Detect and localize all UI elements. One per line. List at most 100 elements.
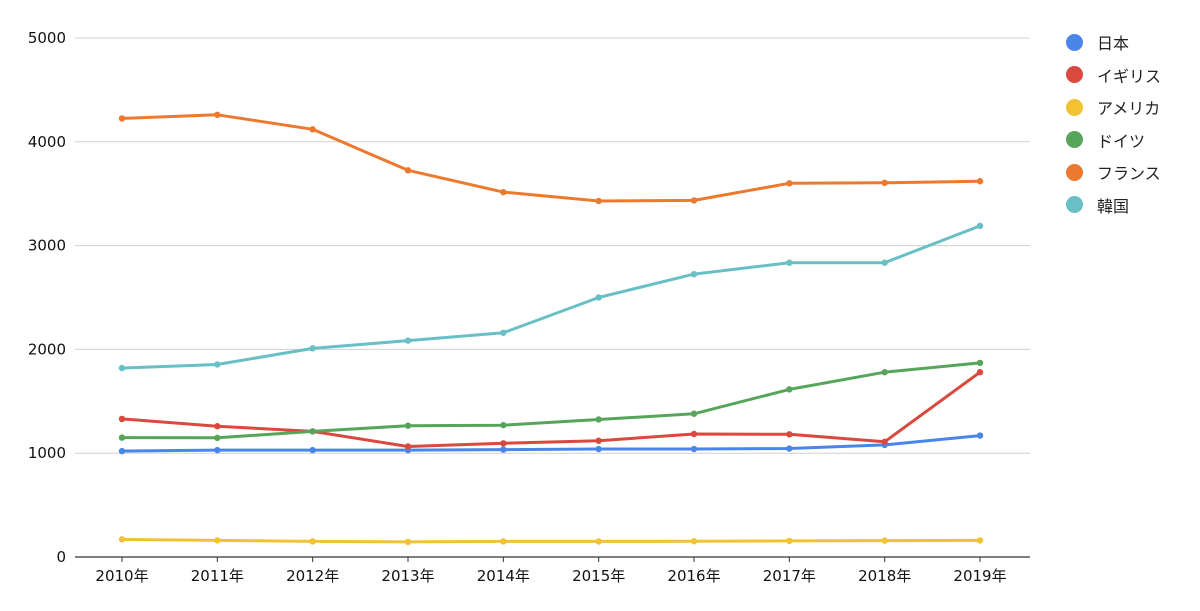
data-point xyxy=(881,438,888,445)
data-point xyxy=(404,337,412,344)
data-point xyxy=(690,538,698,545)
data-point xyxy=(309,446,316,454)
data-point xyxy=(786,431,793,438)
legend-item[interactable]: フランス xyxy=(1066,156,1161,189)
x-tick-label: 2015年 xyxy=(572,567,625,585)
data-point xyxy=(881,259,888,266)
legend-item[interactable]: 韓国 xyxy=(1066,189,1161,222)
y-tick-label: 4000 xyxy=(28,133,66,151)
data-point xyxy=(976,222,984,230)
x-tick-label: 2018年 xyxy=(858,567,911,585)
data-point xyxy=(881,537,888,544)
data-point xyxy=(214,111,221,119)
legend-swatch-icon xyxy=(1066,98,1083,116)
data-point xyxy=(500,188,507,196)
data-point xyxy=(309,345,316,352)
x-tick-label: 2017年 xyxy=(763,567,816,585)
data-point xyxy=(500,440,507,447)
data-point xyxy=(118,447,126,455)
series-group xyxy=(118,536,984,546)
legend-label: アメリカ xyxy=(1097,99,1161,119)
y-tick-label: 5000 xyxy=(28,29,66,47)
data-point xyxy=(595,294,602,301)
series-layer xyxy=(118,111,984,546)
data-point xyxy=(690,445,698,453)
data-point xyxy=(595,197,602,205)
legend-swatch-icon xyxy=(1066,66,1083,84)
data-point xyxy=(786,180,793,187)
x-tick-label: 2016年 xyxy=(667,567,720,585)
data-point xyxy=(404,167,412,174)
data-point xyxy=(595,445,602,453)
series-group xyxy=(118,111,984,205)
data-point xyxy=(786,537,793,545)
data-point xyxy=(214,423,221,430)
legend-label: イギリス xyxy=(1097,66,1162,86)
chart-legend: 日本イギリスアメリカドイツフランス韓国 xyxy=(1066,26,1161,221)
legend-label: 日本 xyxy=(1097,34,1130,54)
legend-swatch-icon xyxy=(1066,33,1083,51)
data-point xyxy=(881,179,888,187)
data-point xyxy=(595,538,602,545)
data-point xyxy=(309,428,316,435)
series-group xyxy=(118,369,984,450)
data-point xyxy=(118,536,126,543)
series-line xyxy=(120,361,982,440)
data-point xyxy=(976,178,984,185)
data-point xyxy=(500,329,507,336)
data-point xyxy=(404,443,412,450)
data-point xyxy=(118,364,126,372)
data-point xyxy=(786,386,793,393)
data-point xyxy=(595,437,602,444)
axis-layer: 0 1000 2000 3000 4000 5000 2010年 2011年 2012年 2013… xyxy=(28,29,1030,585)
data-point xyxy=(690,270,698,278)
x-tick-label: 2010年 xyxy=(95,567,148,585)
data-point xyxy=(214,537,221,544)
x-tick-label: 2011年 xyxy=(191,567,244,585)
data-point xyxy=(500,421,507,429)
data-point xyxy=(118,115,126,122)
data-point xyxy=(214,361,221,368)
series-line xyxy=(120,113,982,203)
x-tick-label: 2012年 xyxy=(286,567,339,585)
y-tick-label: 1000 xyxy=(28,444,66,462)
data-point xyxy=(976,537,984,544)
y-tick-label: 2000 xyxy=(28,340,66,358)
data-point xyxy=(976,359,984,367)
grid-layer xyxy=(75,37,1030,454)
data-point xyxy=(976,432,984,439)
data-point xyxy=(214,434,221,442)
y-tick-label: 0 xyxy=(56,548,66,566)
data-point xyxy=(404,538,412,546)
legend-swatch-icon xyxy=(1066,131,1083,149)
data-point xyxy=(690,430,698,438)
data-point xyxy=(690,197,698,204)
legend-item[interactable]: アメリカ xyxy=(1066,91,1161,124)
legend-swatch-icon xyxy=(1066,163,1083,181)
series-line xyxy=(120,537,982,544)
data-point xyxy=(309,126,316,133)
data-point xyxy=(404,422,412,429)
data-point xyxy=(786,445,793,452)
data-point xyxy=(214,446,221,454)
legend-label: 韓国 xyxy=(1097,196,1130,216)
x-tick-label: 2013年 xyxy=(381,567,434,585)
data-point xyxy=(690,410,698,417)
legend-item[interactable]: 日本 xyxy=(1066,26,1161,59)
series-group xyxy=(118,359,984,442)
data-point xyxy=(309,538,316,545)
series-line xyxy=(120,370,982,448)
series-line xyxy=(120,224,982,370)
x-tick-label: 2014年 xyxy=(477,567,530,585)
legend-swatch-icon xyxy=(1066,196,1083,214)
data-point xyxy=(500,538,507,545)
x-tick-label: 2019年 xyxy=(953,567,1006,585)
series-line xyxy=(120,434,982,453)
data-point xyxy=(500,446,507,453)
legend-label: フランス xyxy=(1097,164,1161,184)
legend-item[interactable]: イギリス xyxy=(1066,59,1161,92)
legend-item[interactable]: ドイツ xyxy=(1066,124,1161,157)
y-tick-label: 3000 xyxy=(28,237,66,255)
